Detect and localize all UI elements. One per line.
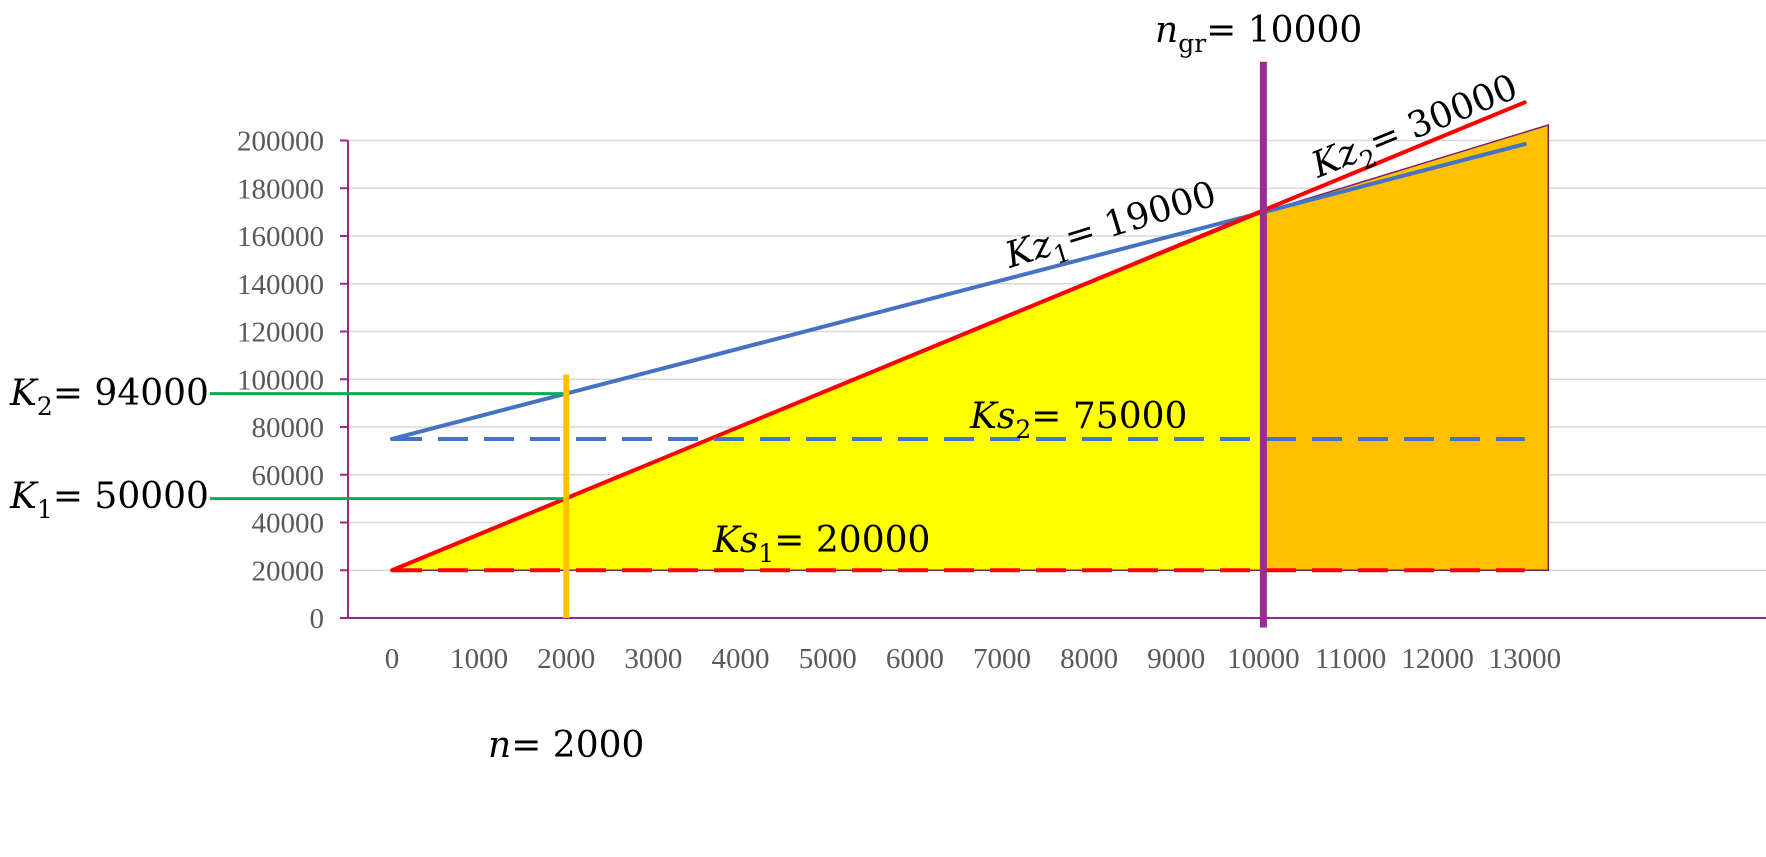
x-tick-label-9000: 9000 (1147, 643, 1205, 675)
y-tick-label-80000: 80000 (252, 412, 325, 444)
y-tick-label-200000: 200000 (237, 126, 324, 158)
series (390, 100, 1527, 573)
annotation-n: n= 2000 (488, 725, 644, 766)
x-tick-label-1000: 1000 (450, 643, 508, 675)
x-tick-label-13000: 13000 (1489, 643, 1562, 675)
series-line-1 (390, 142, 1527, 441)
x-tick-label-7000: 7000 (973, 643, 1031, 675)
x-tick-label-12000: 12000 (1401, 643, 1474, 675)
y-tick-label-160000: 160000 (237, 221, 324, 253)
x-tick-label-2000: 2000 (537, 643, 595, 675)
y-tick-label-20000: 20000 (252, 555, 325, 587)
y-tick-label-100000: 100000 (237, 364, 324, 396)
annotation-ks1: Ks1= 20000 (712, 520, 930, 568)
annotation-n-gr: ngr= 10000 (1155, 10, 1362, 58)
tick-labels: 0200004000060000800001000001200001400001… (237, 126, 1561, 676)
series-line-2 (390, 100, 1527, 573)
y-tick-label-120000: 120000 (237, 317, 324, 349)
y-tick-label-40000: 40000 (252, 508, 325, 540)
y-tick-label-0: 0 (310, 603, 325, 635)
x-tick-label-0: 0 (385, 643, 400, 675)
x-tick-label-8000: 8000 (1060, 643, 1118, 675)
y-tick-label-180000: 180000 (237, 173, 324, 205)
x-tick-label-10000: 10000 (1227, 643, 1300, 675)
annotation-k1: K1= 50000 (9, 476, 209, 524)
axes (340, 139, 1766, 619)
x-tick-label-4000: 4000 (712, 643, 770, 675)
guide-lines (210, 61, 1267, 628)
x-tick-label-3000: 3000 (624, 643, 682, 675)
y-tick-label-60000: 60000 (252, 460, 325, 492)
annotation-ks2: Ks2= 75000 (969, 396, 1187, 444)
y-tick-label-140000: 140000 (237, 269, 324, 301)
x-tick-label-11000: 11000 (1315, 643, 1386, 675)
x-tick-label-6000: 6000 (886, 643, 944, 675)
x-tick-label-5000: 5000 (799, 643, 857, 675)
annotation-k2: K2= 94000 (9, 373, 209, 421)
